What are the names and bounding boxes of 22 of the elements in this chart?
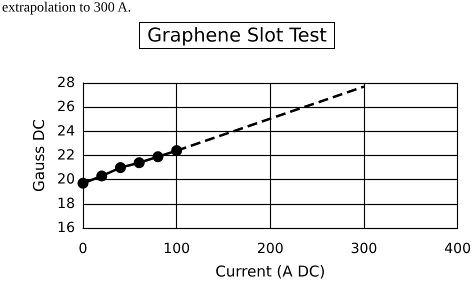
point [114,162,126,174]
y-tick-label: 18 [57,196,75,212]
point [171,145,182,156]
point [96,170,108,182]
y-tick-label: 16 [57,220,76,236]
y-tick-label: 26 [57,99,76,116]
x-tick-label: 300 [350,241,378,257]
point [78,178,88,189]
y-tick-label: 24 [57,123,76,140]
text: extrapolation to 300 A. [2,0,132,16]
x-tick-label: 0 [78,241,88,257]
chart-title: Graphene Slot Test [147,24,327,46]
y-tick-label: 28 [57,75,75,91]
point [152,151,164,162]
x-tick-label: 400 [444,241,472,257]
x-axis-title: Current (A DC) [215,262,326,280]
x-tick-label: 100 [163,241,190,257]
x-tick-label: 200 [256,241,284,257]
y-axis-title: Gauss DC [30,119,48,192]
point [134,157,145,168]
y-tick-label: 20 [57,172,75,188]
y-tick-label: 22 [57,148,75,164]
